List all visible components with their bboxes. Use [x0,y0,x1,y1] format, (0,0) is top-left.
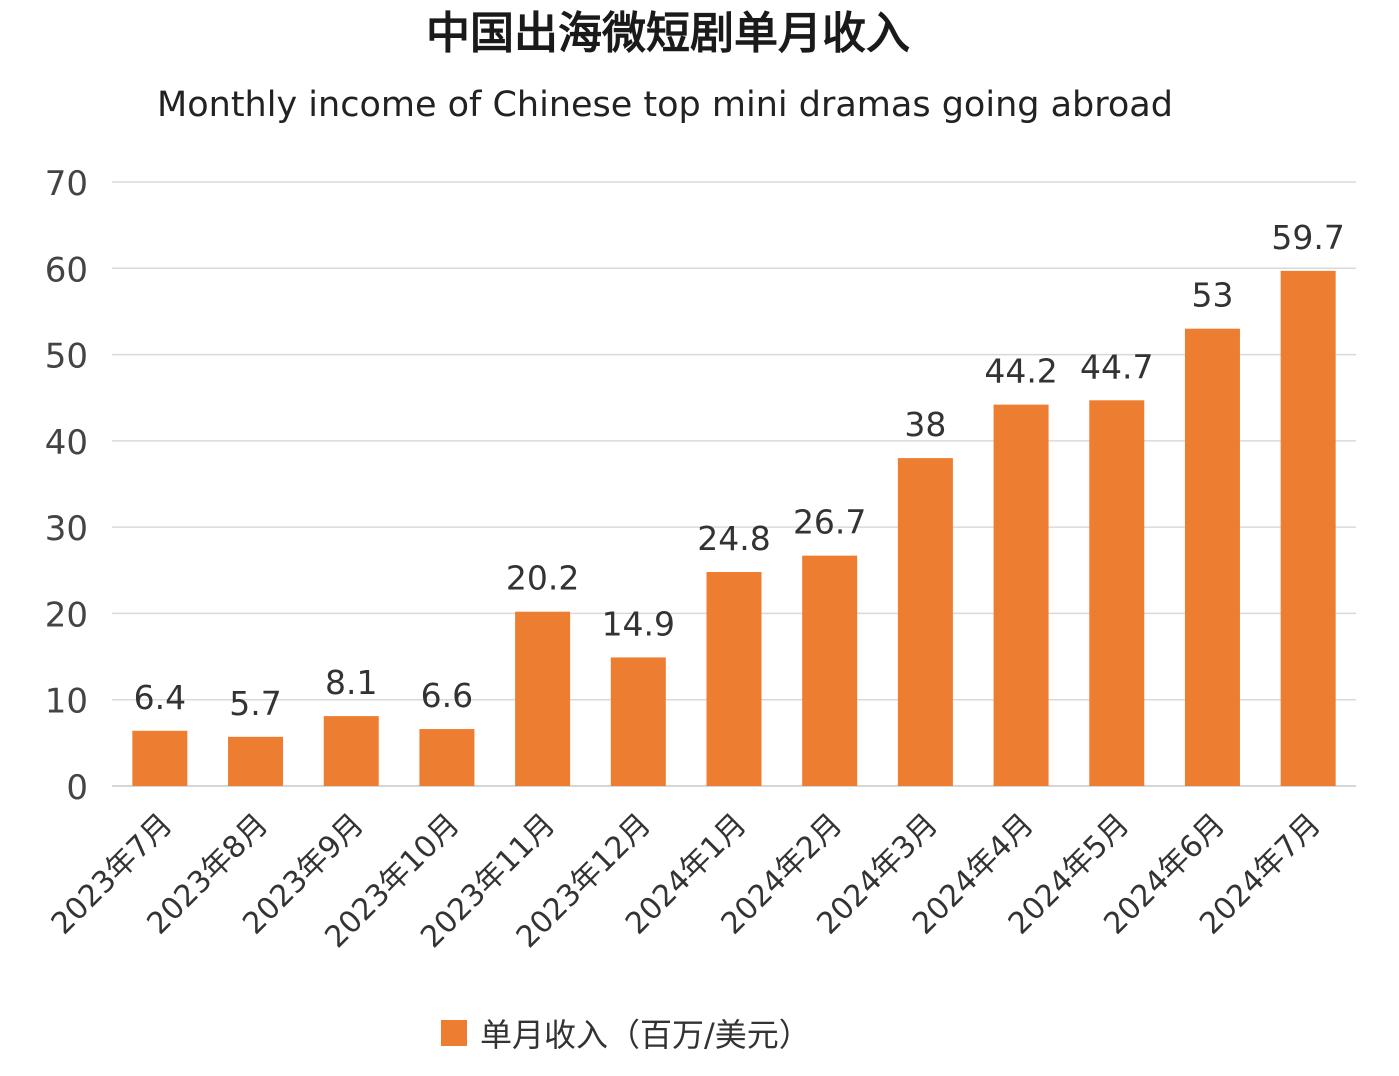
bar [1089,400,1145,786]
bar [993,404,1049,786]
data-label: 5.7 [229,684,281,723]
y-tick-label: 0 [66,768,88,808]
data-label: 59.7 [1271,218,1344,257]
bar [323,716,379,786]
bar [706,572,762,786]
y-tick-label: 70 [45,164,88,204]
y-tick-label: 30 [45,509,88,549]
y-tick-label: 10 [45,682,88,722]
chart-title: 中国出海微短剧单月收入 [426,8,910,59]
data-label: 24.8 [697,519,770,558]
bar [1280,270,1336,787]
bar [1184,328,1240,786]
bar [228,736,284,786]
data-label: 6.4 [134,678,186,717]
y-tick-label: 20 [45,595,88,635]
bar [515,611,571,786]
data-label: 14.9 [602,604,675,643]
legend: 单月收入（百万/美元） [441,1016,811,1054]
data-label: 38 [904,405,946,444]
y-tick-label: 60 [45,250,88,290]
data-label: 44.7 [1080,347,1153,386]
data-label: 53 [1191,276,1233,315]
y-tick-label: 50 [45,337,88,377]
chart-subtitle: Monthly income of Chinese top mini drama… [157,85,1173,125]
data-label: 6.6 [421,676,473,715]
bar [897,458,953,786]
bar [419,729,475,786]
data-label: 44.2 [984,352,1057,391]
data-label: 26.7 [793,503,866,542]
y-tick-label: 40 [45,423,88,463]
bar [610,657,666,786]
legend-label: 单月收入（百万/美元） [480,1016,811,1054]
data-label: 20.2 [506,559,579,598]
bar [132,730,188,786]
bar [802,555,858,786]
legend-swatch [441,1020,467,1046]
data-label: 8.1 [325,663,377,702]
